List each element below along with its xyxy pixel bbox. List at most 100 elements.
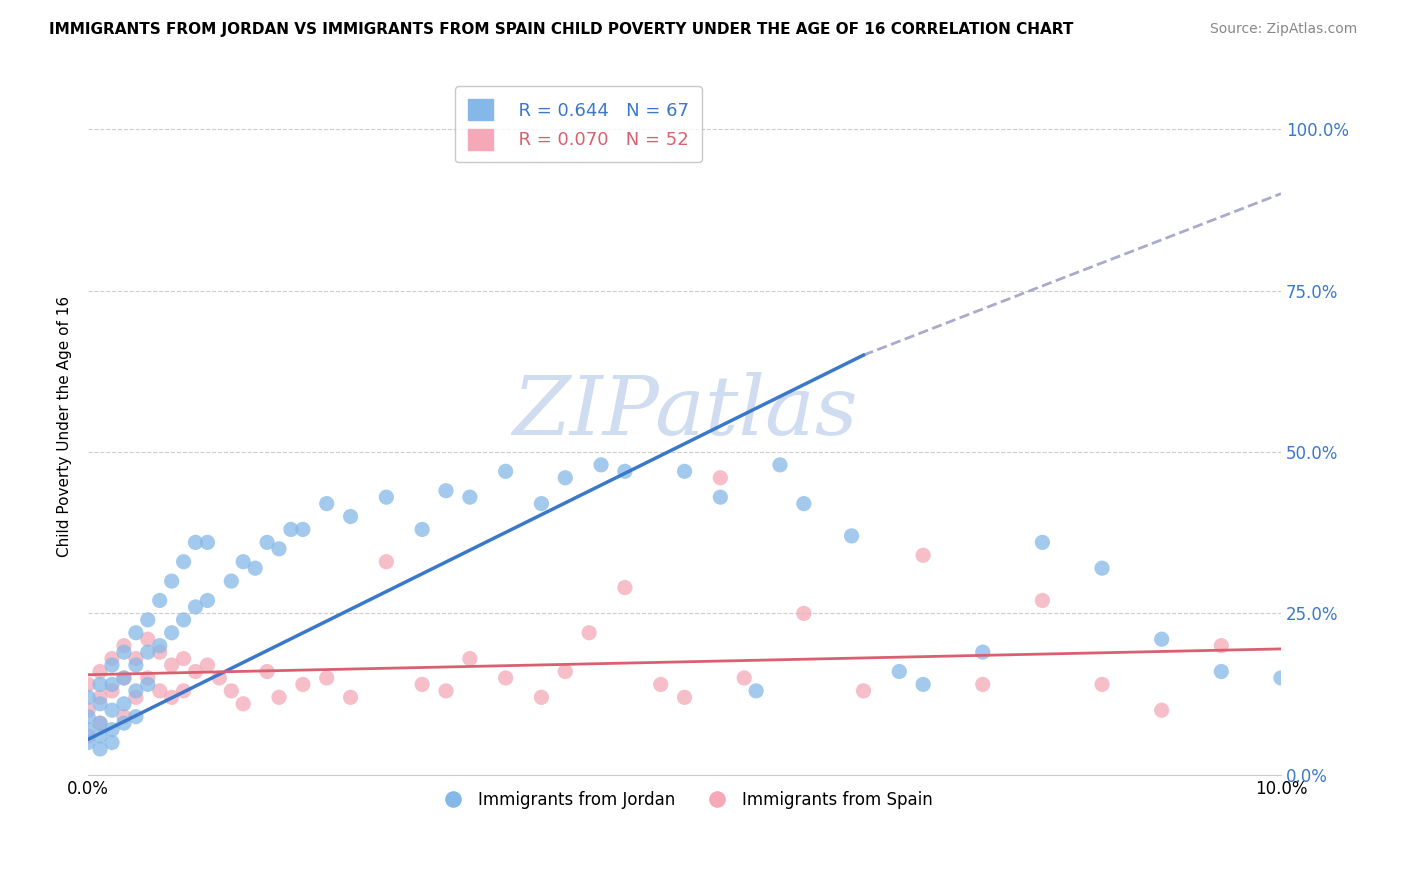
Point: [530, 690, 553, 705]
Point: [160, 625, 183, 640]
Point: [1031, 593, 1053, 607]
Point: [530, 497, 553, 511]
Point: [101, 723, 124, 737]
Point: [197, 593, 219, 607]
Point: [89, 716, 111, 731]
Point: [77, 703, 100, 717]
Point: [733, 671, 755, 685]
Point: [125, 684, 148, 698]
Point: [136, 632, 159, 647]
Point: [1150, 632, 1173, 647]
Point: [554, 665, 576, 679]
Point: [495, 671, 517, 685]
Point: [112, 639, 135, 653]
Point: [793, 607, 815, 621]
Point: [852, 684, 875, 698]
Point: [841, 529, 863, 543]
Point: [101, 703, 124, 717]
Point: [613, 464, 636, 478]
Point: [267, 690, 290, 705]
Point: [375, 555, 398, 569]
Point: [125, 625, 148, 640]
Point: [267, 541, 290, 556]
Point: [889, 665, 911, 679]
Point: [77, 729, 100, 743]
Point: [173, 613, 195, 627]
Point: [101, 735, 124, 749]
Point: [125, 658, 148, 673]
Point: [136, 677, 159, 691]
Point: [1270, 671, 1292, 685]
Point: [112, 716, 135, 731]
Point: [77, 735, 100, 749]
Point: [291, 523, 314, 537]
Point: [184, 535, 207, 549]
Text: ZIPatlas: ZIPatlas: [512, 372, 858, 452]
Point: [1211, 665, 1233, 679]
Point: [339, 509, 361, 524]
Point: [101, 684, 124, 698]
Point: [89, 697, 111, 711]
Point: [89, 677, 111, 691]
Point: [208, 671, 231, 685]
Point: [912, 677, 935, 691]
Point: [243, 561, 266, 575]
Point: [1091, 561, 1114, 575]
Point: [160, 658, 183, 673]
Point: [578, 625, 600, 640]
Point: [1091, 677, 1114, 691]
Point: [495, 464, 517, 478]
Point: [101, 651, 124, 665]
Point: [650, 677, 672, 691]
Point: [136, 645, 159, 659]
Point: [89, 665, 111, 679]
Point: [589, 458, 612, 472]
Point: [136, 613, 159, 627]
Point: [673, 690, 696, 705]
Point: [673, 464, 696, 478]
Point: [256, 535, 278, 549]
Point: [89, 716, 111, 731]
Point: [232, 697, 254, 711]
Point: [112, 697, 135, 711]
Point: [112, 671, 135, 685]
Point: [197, 658, 219, 673]
Point: [149, 684, 172, 698]
Point: [232, 555, 254, 569]
Point: [125, 690, 148, 705]
Point: [1031, 535, 1053, 549]
Point: [184, 665, 207, 679]
Text: Source: ZipAtlas.com: Source: ZipAtlas.com: [1209, 22, 1357, 37]
Text: IMMIGRANTS FROM JORDAN VS IMMIGRANTS FROM SPAIN CHILD POVERTY UNDER THE AGE OF 1: IMMIGRANTS FROM JORDAN VS IMMIGRANTS FRO…: [49, 22, 1074, 37]
Point: [112, 645, 135, 659]
Point: [125, 651, 148, 665]
Point: [554, 471, 576, 485]
Point: [912, 549, 935, 563]
Point: [221, 684, 243, 698]
Point: [769, 458, 792, 472]
Point: [101, 658, 124, 673]
Point: [745, 684, 768, 698]
Point: [101, 677, 124, 691]
Point: [160, 690, 183, 705]
Point: [411, 523, 433, 537]
Point: [315, 671, 337, 685]
Point: [77, 677, 100, 691]
Point: [112, 671, 135, 685]
Point: [434, 684, 457, 698]
Legend: Immigrants from Jordan, Immigrants from Spain: Immigrants from Jordan, Immigrants from …: [430, 784, 939, 815]
Point: [793, 497, 815, 511]
Point: [149, 593, 172, 607]
Point: [1211, 639, 1233, 653]
Point: [221, 574, 243, 588]
Point: [136, 671, 159, 685]
Point: [291, 677, 314, 691]
Point: [149, 645, 172, 659]
Point: [173, 684, 195, 698]
Point: [125, 709, 148, 723]
Point: [709, 471, 731, 485]
Point: [89, 690, 111, 705]
Point: [89, 729, 111, 743]
Point: [256, 665, 278, 679]
Point: [77, 690, 100, 705]
